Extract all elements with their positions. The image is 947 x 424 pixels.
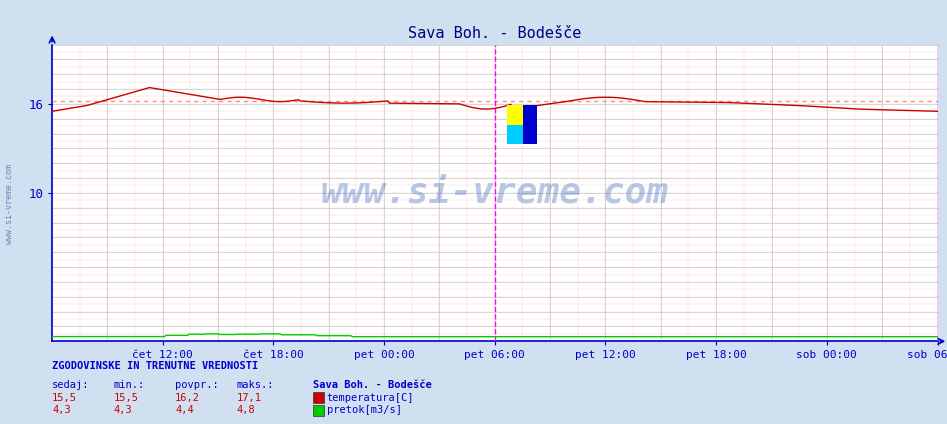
Text: temperatura[C]: temperatura[C] [327,393,414,403]
Text: 15,5: 15,5 [114,393,138,403]
Text: 15,5: 15,5 [52,393,77,403]
Text: 17,1: 17,1 [237,393,261,403]
Bar [508,125,523,144]
Text: min.:: min.: [114,380,145,390]
Text: pretok[m3/s]: pretok[m3/s] [327,405,402,416]
Text: 4,3: 4,3 [114,405,133,416]
Title: Sava Boh. - Bodešče: Sava Boh. - Bodešče [408,25,581,41]
Text: 16,2: 16,2 [175,393,200,403]
Text: 4,3: 4,3 [52,405,71,416]
Bar [523,105,538,144]
Text: ZGODOVINSKE IN TRENUTNE VREDNOSTI: ZGODOVINSKE IN TRENUTNE VREDNOSTI [52,361,259,371]
Text: maks.:: maks.: [237,380,275,390]
Text: 4,4: 4,4 [175,405,194,416]
Text: povpr.:: povpr.: [175,380,219,390]
Text: Sava Boh. - Bodešče: Sava Boh. - Bodešče [313,380,431,390]
Text: www.si-vreme.com: www.si-vreme.com [5,164,14,243]
Text: www.si-vreme.com: www.si-vreme.com [321,176,669,210]
Text: sedaj:: sedaj: [52,380,90,390]
Text: 4,8: 4,8 [237,405,256,416]
Bar [508,105,523,144]
